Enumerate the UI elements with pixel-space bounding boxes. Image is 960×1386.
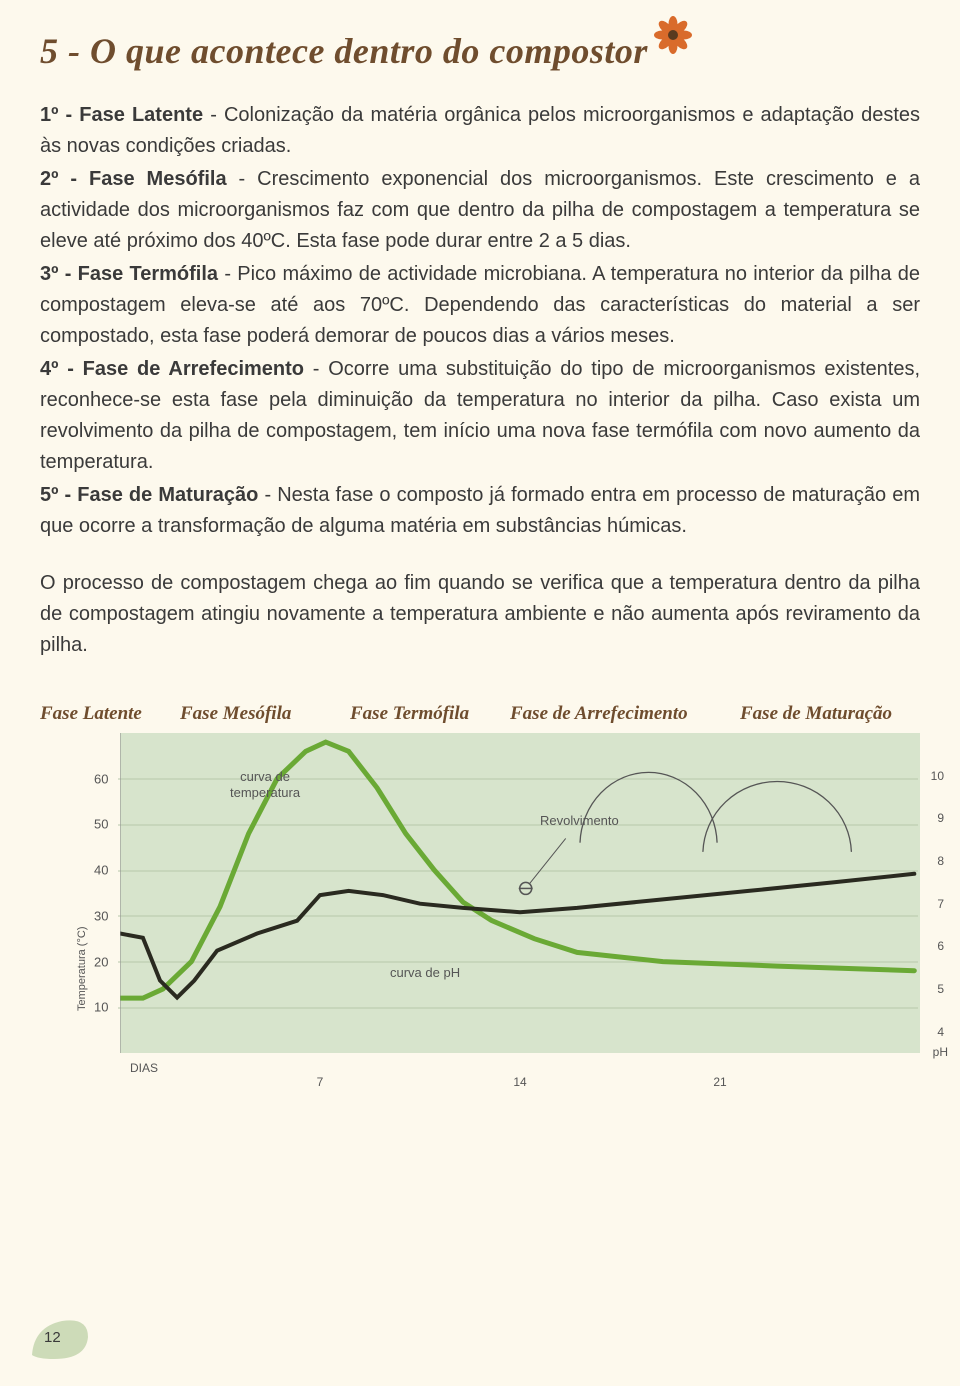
section-title: 5 - O que acontece dentro do compostor bbox=[40, 30, 648, 72]
phase-2: 2º - Fase Mesófila - Crescimento exponen… bbox=[40, 164, 920, 257]
body-text: 1º - Fase Latente - Colonização da matér… bbox=[40, 100, 920, 661]
y-right-tick: 9 bbox=[937, 811, 944, 825]
phase-header-termofila: Fase Termófila bbox=[350, 703, 510, 725]
phase-4: 4º - Fase de Arrefecimento - Ocorre uma … bbox=[40, 354, 920, 478]
y-right-tick: 6 bbox=[937, 939, 944, 953]
phase-header-mesofila: Fase Mesófila bbox=[180, 703, 350, 725]
phase-header-latente: Fase Latente bbox=[40, 703, 180, 725]
phase-header-maturacao: Fase de Maturação bbox=[740, 703, 920, 725]
y-right-tick: 7 bbox=[937, 897, 944, 911]
phase-header-arrefecimento: Fase de Arrefecimento bbox=[510, 703, 740, 725]
x-tick: 14 bbox=[513, 1075, 526, 1089]
y-axis-right-label: pH bbox=[933, 1045, 948, 1059]
x-tick: 21 bbox=[713, 1075, 726, 1089]
annot-revolvimento: Revolvimento bbox=[540, 813, 619, 828]
annot-ph: curva de pH bbox=[390, 965, 460, 980]
phase-3: 3º - Fase Termófila - Pico máximo de act… bbox=[40, 259, 920, 352]
y-right-tick: 5 bbox=[937, 982, 944, 996]
page-number-leaf: 12 bbox=[30, 1317, 90, 1366]
phase-1: 1º - Fase Latente - Colonização da matér… bbox=[40, 100, 920, 162]
x-axis-label: DIAS bbox=[130, 1061, 158, 1075]
annot-temperature: curva de temperatura bbox=[230, 769, 300, 800]
closing-paragraph: O processo de compostagem chega ao fim q… bbox=[40, 568, 920, 661]
y-right-tick: 8 bbox=[937, 854, 944, 868]
x-tick: 7 bbox=[317, 1075, 324, 1089]
y-left-tick: 20 bbox=[94, 954, 108, 969]
chart-phase-headers: Fase Latente Fase Mesófila Fase Termófil… bbox=[40, 703, 920, 725]
y-right-tick: 4 bbox=[937, 1025, 944, 1039]
y-left-tick: 50 bbox=[94, 817, 108, 832]
page-number: 12 bbox=[44, 1329, 61, 1346]
section-heading: 5 - O que acontece dentro do compostor bbox=[40, 30, 920, 72]
y-axis-left-label: Temperatura (°C) bbox=[76, 927, 88, 1011]
y-left-tick: 10 bbox=[94, 1000, 108, 1015]
phase-5: 5º - Fase de Maturação - Nesta fase o co… bbox=[40, 480, 920, 542]
y-left-tick: 30 bbox=[94, 908, 108, 923]
compost-chart: Temperatura (°C) 102030405060 45678910 c… bbox=[40, 733, 920, 1083]
flower-icon bbox=[654, 16, 692, 59]
y-left-tick: 40 bbox=[94, 863, 108, 878]
y-right-tick: 10 bbox=[931, 769, 944, 783]
y-left-tick: 60 bbox=[94, 771, 108, 786]
